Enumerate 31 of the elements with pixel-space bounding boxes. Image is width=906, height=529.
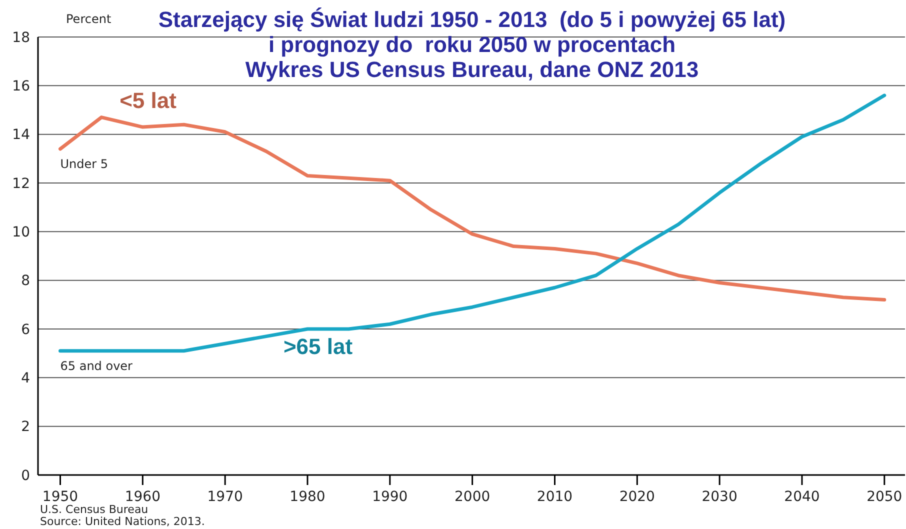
x-tick-label: 2020	[619, 489, 655, 505]
source-note: Source: United Nations, 2013.	[40, 515, 205, 528]
y-tick-label: 8	[21, 273, 30, 290]
x-tick-label: 1980	[290, 489, 326, 505]
y-tick-label: 0	[21, 468, 30, 484]
text: U.S. Census Bureau	[40, 503, 148, 516]
x-tick-label: 1990	[372, 489, 408, 505]
series-label: 65 and over	[60, 358, 133, 373]
series-label: Under 5	[60, 156, 108, 171]
y-axis-title: Percent	[66, 12, 112, 26]
y-tick-label: 12	[12, 176, 30, 192]
y-tick-label: 2	[21, 419, 30, 436]
y-tick-label: 10	[12, 224, 30, 241]
x-tick-label: 1950	[42, 489, 78, 505]
x-tick-label: 1970	[207, 489, 243, 505]
y-tick-label: 4	[21, 370, 30, 387]
x-tick-label: 2040	[784, 489, 820, 505]
y-tick-label: 14	[12, 127, 30, 144]
annotation: <5 lat	[120, 88, 178, 113]
x-tick-label: 2010	[536, 489, 573, 505]
annotation: >65 lat	[283, 334, 354, 359]
y-tick-label: 6	[21, 322, 30, 338]
line-series	[58, 116, 886, 302]
chart-title: Starzejący się Świat ludzi 1950 - 2013 (do 5 i powyżej 65 lat) i prognozy do roku 2050 w procentach Wykres US Census Bureau, dane ONZ 2013	[158, 7, 786, 82]
x-tick-label: 1960	[124, 489, 160, 505]
y-tick-label: 18	[12, 30, 30, 46]
x-tick-label: 2030	[702, 489, 738, 505]
y-tick-label: 16	[12, 78, 30, 95]
line-series	[58, 94, 886, 353]
x-tick-label: 2000	[454, 489, 490, 505]
x-tick-label: 2050	[866, 489, 902, 505]
